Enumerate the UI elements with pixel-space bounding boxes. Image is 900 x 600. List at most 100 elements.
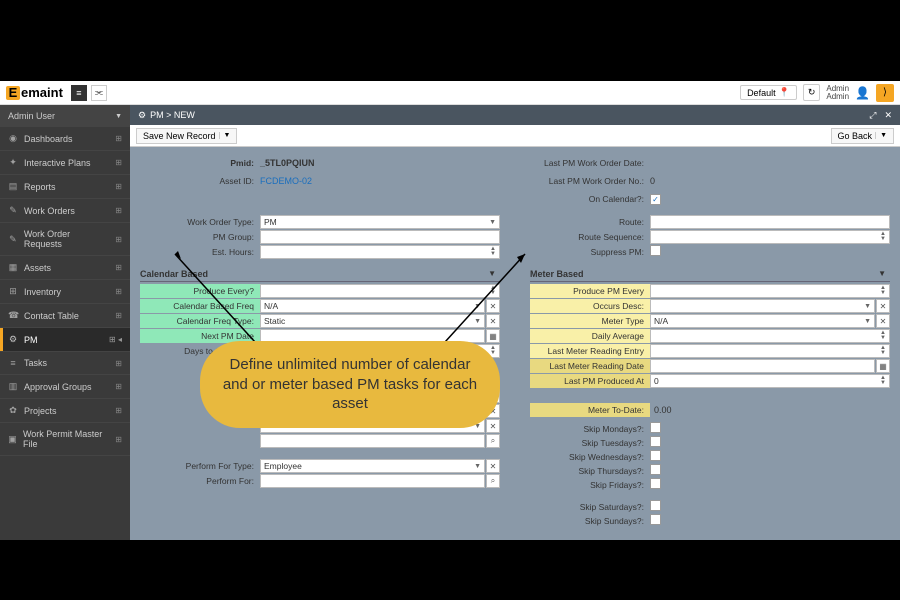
sidebar-item-interactive-plans[interactable]: ✦Interactive Plans⊞: [0, 151, 130, 175]
form-row: Skip Thursdays?:: [530, 464, 890, 477]
checkbox[interactable]: [650, 436, 661, 447]
form-row: Last Meter Reading Date▦: [530, 359, 890, 373]
checkbox[interactable]: [650, 422, 661, 433]
sidebar-item-work-order-requests[interactable]: ✎Work Order Requests⊞: [0, 223, 130, 256]
form-row: Skip Tuesdays?:: [530, 436, 890, 449]
input-field[interactable]: N/A▼: [650, 314, 875, 328]
checkbox[interactable]: [650, 514, 661, 525]
sidebar: Admin User▼ ◉Dashboards⊞✦Interactive Pla…: [0, 105, 130, 540]
form-row: Daily Average▲▼: [530, 329, 890, 343]
logo: Eemaint: [6, 85, 63, 100]
input-field[interactable]: [650, 359, 875, 373]
form-row: ⌕: [140, 434, 500, 448]
sidebar-item-reports[interactable]: ▤Reports⊞: [0, 175, 130, 199]
form-row: Last PM Work Order No.:0: [530, 173, 890, 189]
sidebar-item-tasks[interactable]: ≡Tasks⊞: [0, 352, 130, 375]
expand-button[interactable]: ⟩: [876, 84, 894, 102]
checkbox[interactable]: [650, 450, 661, 461]
default-button[interactable]: Default📍: [740, 85, 797, 100]
form-row: On Calendar?:✓: [530, 191, 890, 207]
expand-icon[interactable]: ⤢: [869, 110, 876, 121]
sidebar-item-pm[interactable]: ⚙PM⊞ ◂: [0, 328, 130, 352]
input-field[interactable]: ▲▼: [650, 284, 890, 298]
form-row: Skip Wednesdays?:: [530, 450, 890, 463]
save-button[interactable]: Save New Record▼: [136, 128, 237, 144]
form-row: Work Order Type:PM▼: [140, 215, 500, 229]
form-row: Produce PM Every▲▼: [530, 284, 890, 298]
sidebar-user[interactable]: Admin User▼: [0, 105, 130, 127]
clear-icon[interactable]: ✕: [876, 299, 890, 313]
checkbox[interactable]: [650, 245, 661, 256]
user-icon[interactable]: 👤: [855, 86, 870, 100]
form-row: Skip Fridays?:: [530, 478, 890, 491]
checkbox[interactable]: [650, 464, 661, 475]
input-field[interactable]: ▲▼: [650, 329, 890, 343]
form-row: Meter To-Date:0.00: [530, 403, 890, 417]
clear-icon[interactable]: ✕: [486, 419, 500, 433]
sidebar-item-dashboards[interactable]: ◉Dashboards⊞: [0, 127, 130, 151]
input-field[interactable]: Static▼: [260, 314, 485, 328]
sidebar-item-projects[interactable]: ✿Projects⊞: [0, 399, 130, 423]
form-row: Route:: [530, 215, 890, 229]
form-row: Last PM Produced At0▲▼: [530, 374, 890, 388]
clear-icon[interactable]: ✕: [876, 314, 890, 328]
goback-button[interactable]: Go Back▼: [831, 128, 894, 144]
input-field[interactable]: [260, 434, 485, 448]
form-row: PM Group:: [140, 230, 500, 244]
checkbox[interactable]: [650, 500, 661, 511]
form-row: Perform For:⌕: [140, 474, 500, 488]
form-row: Meter TypeN/A▼✕: [530, 314, 890, 328]
input-field[interactable]: Employee▼: [260, 459, 485, 473]
form-row: Perform For Type:Employee▼✕: [140, 459, 500, 473]
meter-section-header: Meter Based▼: [530, 266, 890, 282]
sidebar-item-work-orders[interactable]: ✎Work Orders⊞: [0, 199, 130, 223]
input-field[interactable]: [260, 474, 485, 488]
form-row: Last Meter Reading Entry▲▼: [530, 344, 890, 358]
breadcrumb: ⚙ PM > NEW ⤢✕: [130, 105, 900, 125]
sidebar-item-contact-table[interactable]: ☎Contact Table⊞: [0, 304, 130, 328]
sidebar-item-work-permit-master-file[interactable]: ▣Work Permit Master File⊞: [0, 423, 130, 456]
form-row: Occurs Desc:▼✕: [530, 299, 890, 313]
form-row: Last PM Work Order Date:: [530, 155, 890, 171]
calendar-icon[interactable]: ▦: [486, 329, 500, 343]
search-icon[interactable]: ⌕: [486, 474, 500, 488]
input-field[interactable]: ▲▼: [260, 284, 500, 298]
input-field[interactable]: [650, 215, 890, 229]
calendar-section-header: Calendar Based▼: [140, 266, 500, 282]
form-row: Est. Hours:▲▼: [140, 245, 500, 259]
menu-icon[interactable]: ≡: [71, 85, 87, 101]
topbar: Eemaint ≡ ⫘ Default📍 ↻ AdminAdmin 👤 ⟩: [0, 81, 900, 105]
search-icon[interactable]: ⌕: [486, 434, 500, 448]
sidebar-item-inventory[interactable]: ⊞Inventory⊞: [0, 280, 130, 304]
clear-icon[interactable]: ✕: [486, 314, 500, 328]
input-field[interactable]: N/A▼: [260, 299, 485, 313]
input-field[interactable]: ▲▼: [650, 344, 890, 358]
toolbar: Save New Record▼ Go Back▼: [130, 125, 900, 147]
input-field[interactable]: PM▼: [260, 215, 500, 229]
clear-icon[interactable]: ✕: [486, 459, 500, 473]
input-field[interactable]: ▲▼: [260, 245, 500, 259]
calendar-icon[interactable]: ▦: [876, 359, 890, 373]
form-row: Calendar Freq Type:Static▼✕: [140, 314, 500, 328]
input-field[interactable]: [260, 230, 500, 244]
checkbox[interactable]: [650, 478, 661, 489]
refresh-icon[interactable]: ↻: [803, 84, 821, 101]
close-icon[interactable]: ✕: [884, 110, 892, 121]
form-row: Skip Sundays?:: [530, 514, 890, 527]
sidebar-item-approval-groups[interactable]: ▥Approval Groups⊞: [0, 375, 130, 399]
input-field[interactable]: 0▲▼: [650, 374, 890, 388]
callout-bubble: Define unlimited number of calendar and …: [200, 341, 500, 428]
form-row: Calendar Based FreqN/A▼✕: [140, 299, 500, 313]
form-row: Asset ID:FCDEMO-02: [140, 173, 500, 189]
form-row: Skip Mondays?:: [530, 422, 890, 435]
sidebar-item-assets[interactable]: ▦Assets⊞: [0, 256, 130, 280]
clear-icon[interactable]: ✕: [486, 299, 500, 313]
checkbox[interactable]: ✓: [650, 194, 661, 205]
input-field[interactable]: ▲▼: [650, 230, 890, 244]
input-field[interactable]: ▼: [650, 299, 875, 313]
form-row: Suppress PM:: [530, 245, 890, 258]
form-row: Skip Saturdays?:: [530, 500, 890, 513]
graph-icon[interactable]: ⫘: [91, 85, 107, 101]
form-row: Produce Every?▲▼: [140, 284, 500, 298]
form-row: Route Sequence:▲▼: [530, 230, 890, 244]
